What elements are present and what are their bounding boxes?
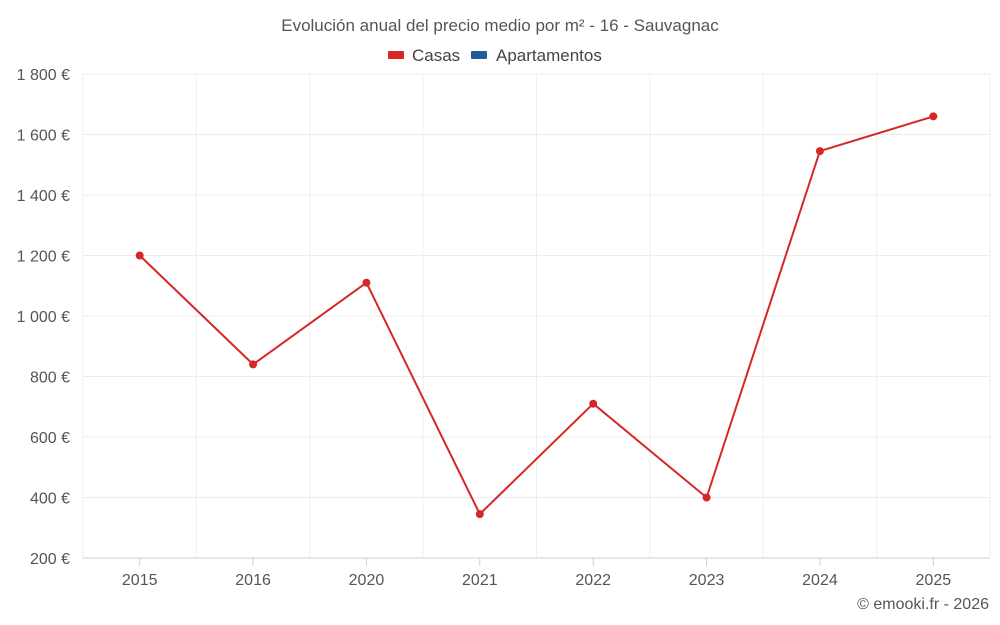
data-point[interactable] bbox=[249, 360, 258, 369]
data-point[interactable] bbox=[362, 278, 371, 287]
x-tick-label: 2022 bbox=[575, 572, 611, 589]
y-tick-label: 1 400 € bbox=[17, 188, 70, 205]
x-tick-label: 2021 bbox=[462, 572, 498, 589]
y-tick-label: 200 € bbox=[30, 551, 70, 568]
data-point[interactable] bbox=[475, 510, 484, 519]
legend: Casas Apartamentos bbox=[388, 46, 602, 65]
axes: 200 € 400 € 600 € 800 € 1 000 € 1 200 € 1 400 … bbox=[17, 67, 990, 589]
y-tick-label: 1 000 € bbox=[17, 309, 70, 326]
x-tick-label: 2015 bbox=[122, 572, 158, 589]
legend-label-apartamentos: Apartamentos bbox=[496, 46, 602, 65]
y-tick-label: 800 € bbox=[30, 370, 70, 387]
legend-swatch-casas bbox=[388, 51, 404, 59]
data-point[interactable] bbox=[815, 147, 824, 156]
x-tick-label: 2023 bbox=[689, 572, 725, 589]
credit-text: © emooki.fr - 2026 bbox=[857, 596, 989, 613]
x-tick-label: 2025 bbox=[916, 572, 952, 589]
y-tick-label: 1 600 € bbox=[17, 128, 70, 145]
data-point[interactable] bbox=[929, 112, 938, 121]
y-tick-label: 1 800 € bbox=[17, 67, 70, 84]
data-point[interactable] bbox=[589, 399, 598, 408]
legend-item-apartamentos[interactable]: Apartamentos bbox=[471, 46, 602, 65]
grid-lines bbox=[82, 73, 991, 558]
legend-label-casas: Casas bbox=[412, 46, 460, 65]
chart-title: Evolución anual del precio medio por m² … bbox=[281, 16, 719, 35]
y-tick-label: 1 200 € bbox=[17, 249, 70, 266]
series-line bbox=[139, 115, 934, 516]
x-tick-label: 2020 bbox=[349, 572, 385, 589]
series-casas bbox=[135, 112, 938, 519]
y-tick-label: 400 € bbox=[30, 491, 70, 508]
x-tick-label: 2016 bbox=[235, 572, 271, 589]
data-point[interactable] bbox=[702, 493, 711, 502]
legend-swatch-apartamentos bbox=[471, 51, 487, 59]
data-point[interactable] bbox=[135, 251, 144, 260]
legend-item-casas[interactable]: Casas bbox=[388, 46, 460, 65]
x-tick-label: 2024 bbox=[802, 572, 838, 589]
y-tick-label: 600 € bbox=[30, 430, 70, 447]
